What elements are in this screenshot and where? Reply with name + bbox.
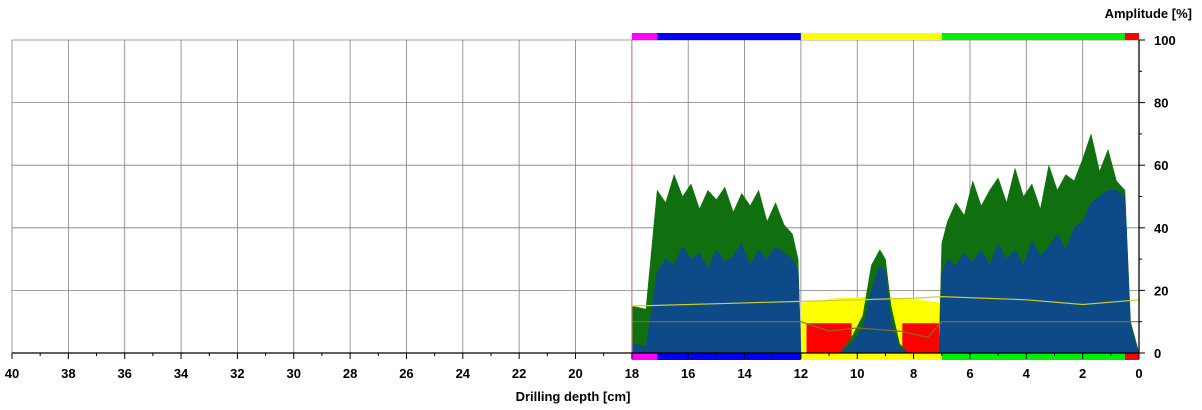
x-tick-label: 16 bbox=[681, 366, 695, 381]
y-tick-label: 20 bbox=[1154, 283, 1168, 298]
x-tick-label: 12 bbox=[794, 366, 808, 381]
y-tick-label: 100 bbox=[1154, 33, 1176, 48]
x-tick-label: 10 bbox=[850, 366, 864, 381]
x-tick-label: 30 bbox=[287, 366, 301, 381]
x-tick-label: 36 bbox=[117, 366, 131, 381]
drill-amplitude-area bbox=[631, 189, 1140, 354]
x-tick-label: 18 bbox=[625, 366, 639, 381]
segment-bar-bottom bbox=[1124, 353, 1139, 360]
segment-bar-bottom bbox=[800, 353, 942, 360]
x-tick-label: 20 bbox=[568, 366, 582, 381]
x-tick-label: 14 bbox=[737, 366, 752, 381]
x-tick-label: 24 bbox=[456, 366, 471, 381]
axes bbox=[11, 39, 1145, 359]
y-tick-label: 60 bbox=[1154, 158, 1168, 173]
x-tick-label: 22 bbox=[512, 366, 526, 381]
x-tick-label: 40 bbox=[5, 366, 19, 381]
segment-bar-bottom bbox=[657, 353, 801, 360]
base-line bbox=[631, 321, 1139, 339]
x-tick-label: 4 bbox=[1023, 366, 1031, 381]
x-tick-label: 34 bbox=[174, 366, 189, 381]
segment-bar-top bbox=[631, 33, 658, 40]
segment-bar-top bbox=[1124, 33, 1139, 40]
y-tick-label: 0 bbox=[1154, 346, 1161, 361]
x-tick-labels: 40 38 36 34 32 30 28 26 24 22 20 18 16 14 12 10 8 6 4 2 0 bbox=[5, 366, 1143, 381]
y-tick-label: 40 bbox=[1154, 221, 1168, 236]
trend-line bbox=[631, 296, 1140, 307]
x-tick-label: 32 bbox=[230, 366, 244, 381]
segment-layer bbox=[631, 33, 1139, 360]
y-axis-title: Amplitude [%] bbox=[1105, 6, 1192, 21]
segment-bar-bottom bbox=[941, 353, 1125, 360]
x-tick-label: 26 bbox=[399, 366, 413, 381]
segment-bar-top bbox=[657, 33, 801, 40]
red-block bbox=[902, 323, 939, 353]
y-tick-labels: 0 20 40 60 80 100 bbox=[1154, 33, 1176, 361]
y-tick-label: 80 bbox=[1154, 96, 1168, 111]
x-tick-label: 8 bbox=[910, 366, 917, 381]
segment-bar-top bbox=[941, 33, 1125, 40]
area-layer bbox=[631, 132, 1140, 354]
segment-bar-bottom bbox=[631, 353, 658, 360]
x-tick-label: 38 bbox=[61, 366, 75, 381]
line-layer bbox=[631, 296, 1140, 339]
x-tick-label: 28 bbox=[343, 366, 357, 381]
segment-bar-top bbox=[800, 33, 942, 40]
x-tick-label: 6 bbox=[966, 366, 973, 381]
x-tick-label: 2 bbox=[1079, 366, 1086, 381]
x-axis-title: Drilling depth [cm] bbox=[516, 389, 631, 404]
x-tick-label: 0 bbox=[1135, 366, 1142, 381]
